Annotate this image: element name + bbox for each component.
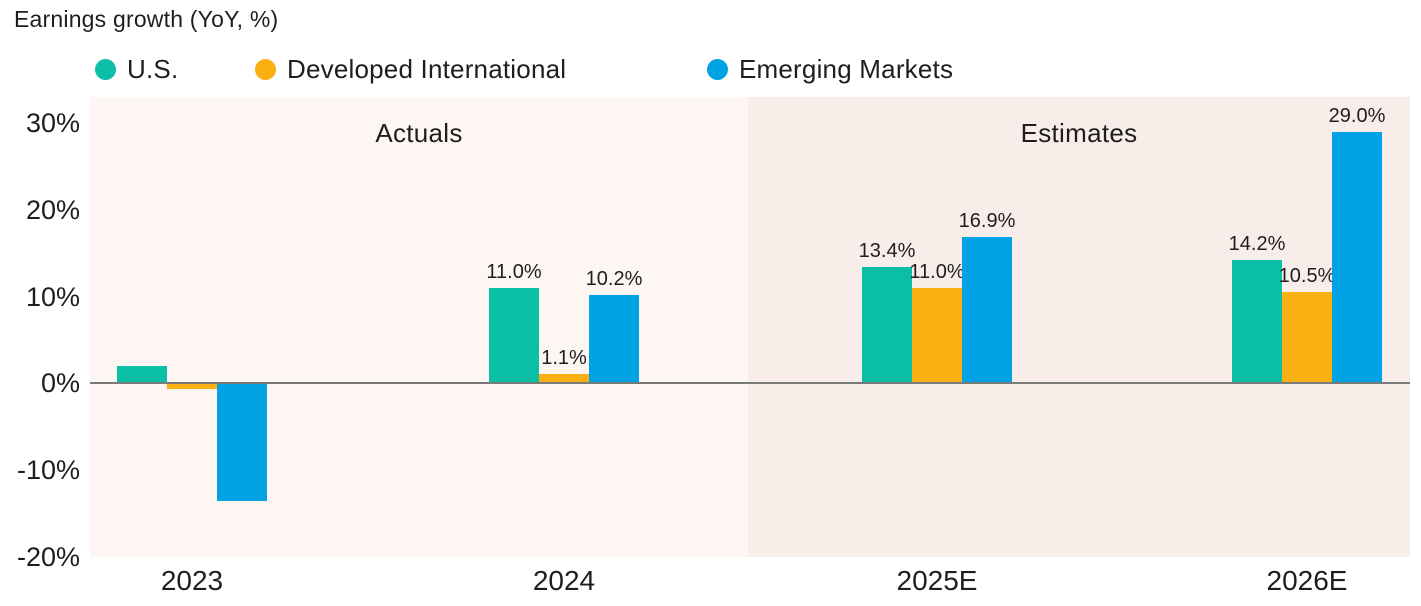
- bar-value-label: 14.2%: [1228, 233, 1286, 256]
- chart-title: Earnings growth (YoY, %): [14, 6, 279, 32]
- x-axis-label-2023: 2023: [160, 565, 224, 596]
- legend-label-developed-international: Developed International: [287, 53, 567, 84]
- y-axis-tick-label: 0%: [40, 368, 80, 399]
- actuals-region-label: Actuals: [375, 118, 463, 148]
- emerging-markets-legend-dot-icon: [707, 58, 728, 80]
- bar-2026E-developed-international: [1282, 292, 1332, 384]
- bar-2026E-emerging-markets: [1332, 131, 1382, 384]
- bar-value-label: 10.5%: [1278, 265, 1336, 288]
- bar-value-label: 11.0%: [909, 260, 965, 283]
- bar-value-label: 13.4%: [858, 240, 916, 263]
- y-axis-tick-label: 30%: [25, 108, 80, 139]
- y-axis-tick-label: -10%: [16, 455, 80, 486]
- bar-2024-emerging-markets: [589, 294, 639, 384]
- zero-axis-line: [90, 382, 1410, 385]
- legend-item-us: U.S.: [95, 54, 178, 84]
- bar-2025E-developed-international: [912, 287, 962, 384]
- legend-label-us: U.S.: [127, 53, 179, 84]
- actuals-region-background: [90, 97, 748, 557]
- legend-item-developed-international: Developed International: [255, 54, 566, 84]
- bar-value-label: 16.9%: [958, 209, 1016, 232]
- y-axis-tick-label: 20%: [25, 194, 80, 225]
- legend-item-emerging-markets: Emerging Markets: [707, 54, 953, 84]
- x-axis-label-2026E: 2026E: [1266, 565, 1348, 596]
- bar-2026E-u-s-: [1232, 260, 1282, 384]
- x-axis-label-2025E: 2025E: [896, 565, 978, 596]
- bar-2024-developed-international: [539, 373, 589, 384]
- bar-2023-emerging-markets: [217, 383, 267, 501]
- developed-international-legend-dot-icon: [255, 58, 276, 80]
- bar-2023-u-s-: [117, 366, 167, 384]
- bar-2025E-u-s-: [862, 267, 912, 384]
- us-legend-dot-icon: [95, 58, 116, 80]
- bar-value-label: 1.1%: [541, 346, 587, 369]
- y-axis-tick-label: 10%: [25, 281, 80, 312]
- legend-label-emerging-markets: Emerging Markets: [739, 53, 954, 84]
- bar-value-label: 10.2%: [585, 267, 643, 290]
- y-axis-tick-label: -20%: [16, 542, 80, 572]
- bar-value-label: 11.0%: [486, 260, 542, 283]
- bar-2024-u-s-: [489, 287, 539, 384]
- bar-value-label: 29.0%: [1328, 104, 1386, 127]
- bar-2023-developed-international: [167, 383, 217, 389]
- x-axis-label-2024: 2024: [532, 565, 596, 596]
- bar-2025E-emerging-markets: [962, 236, 1012, 384]
- estimates-region-label: Estimates: [1020, 118, 1138, 148]
